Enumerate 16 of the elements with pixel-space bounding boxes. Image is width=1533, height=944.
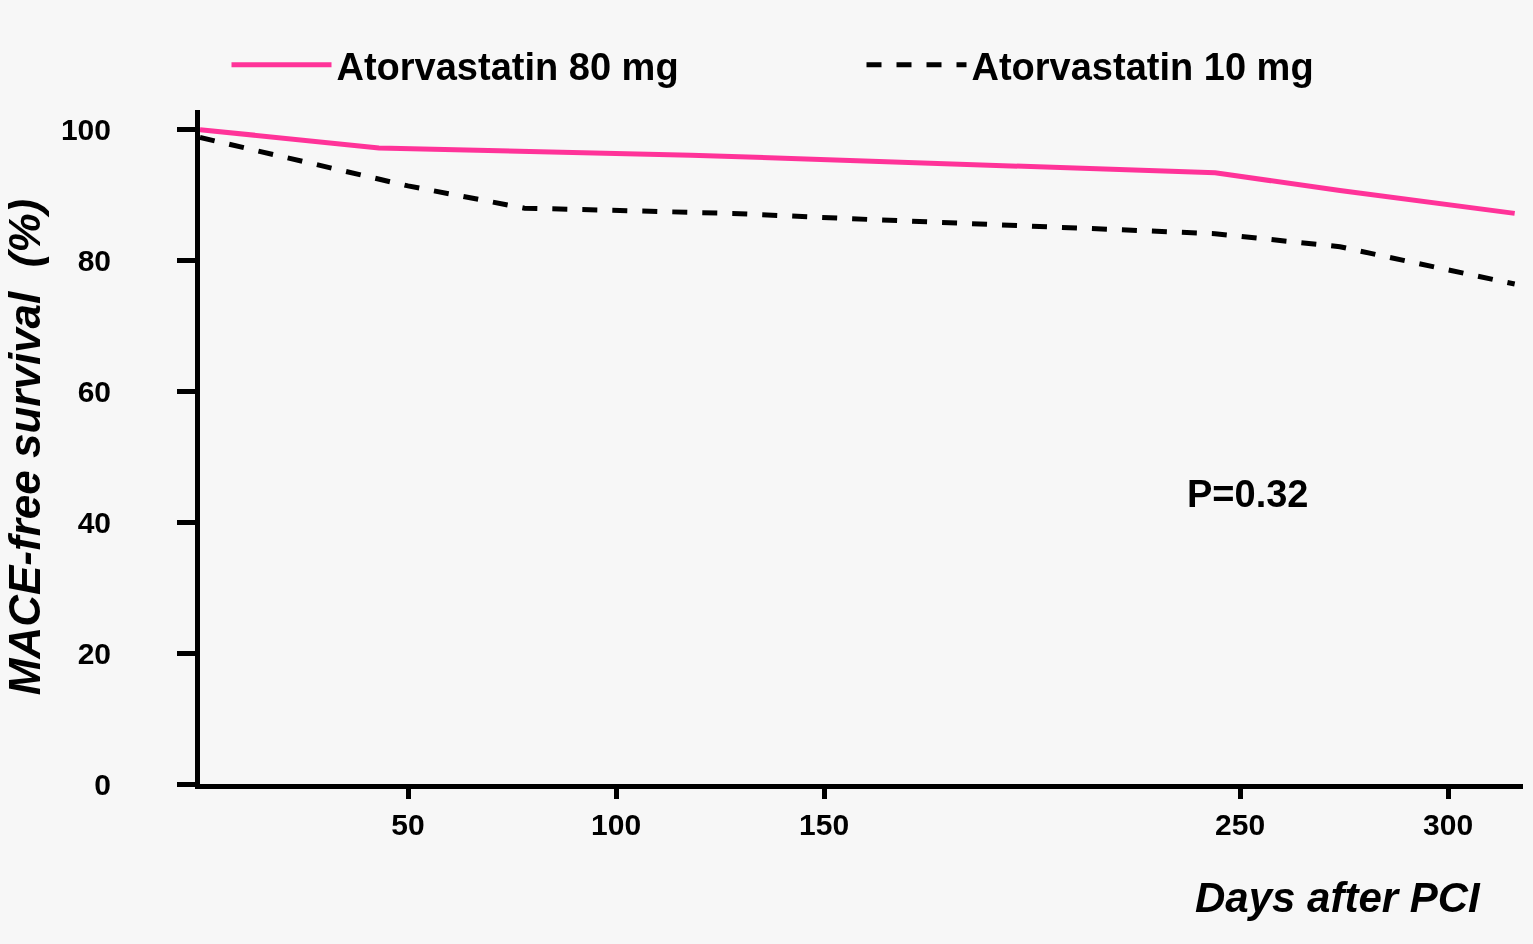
legend-label: Atorvastatin 10 mg — [971, 45, 1314, 88]
x-tick-label: 300 — [1423, 808, 1474, 841]
y-tick-label: 0 — [94, 767, 111, 801]
x-axis-title: Days after PCI — [1195, 874, 1482, 921]
y-tick-label: 20 — [77, 636, 111, 670]
legend-label: Atorvastatin 80 mg — [336, 45, 679, 88]
x-tick-label: 100 — [591, 808, 642, 841]
annotation: P=0.32 — [1187, 473, 1309, 515]
x-tick-label: 50 — [391, 808, 425, 841]
y-tick-label: 100 — [60, 113, 111, 147]
y-tick-label: 40 — [77, 505, 111, 539]
y-tick-label: 80 — [77, 244, 111, 277]
y-axis-title: MACE-free survival (%) — [0, 198, 49, 696]
x-tick-label: 250 — [1215, 808, 1266, 841]
x-tick-label: 150 — [799, 808, 850, 841]
y-tick-label: 60 — [77, 374, 111, 408]
